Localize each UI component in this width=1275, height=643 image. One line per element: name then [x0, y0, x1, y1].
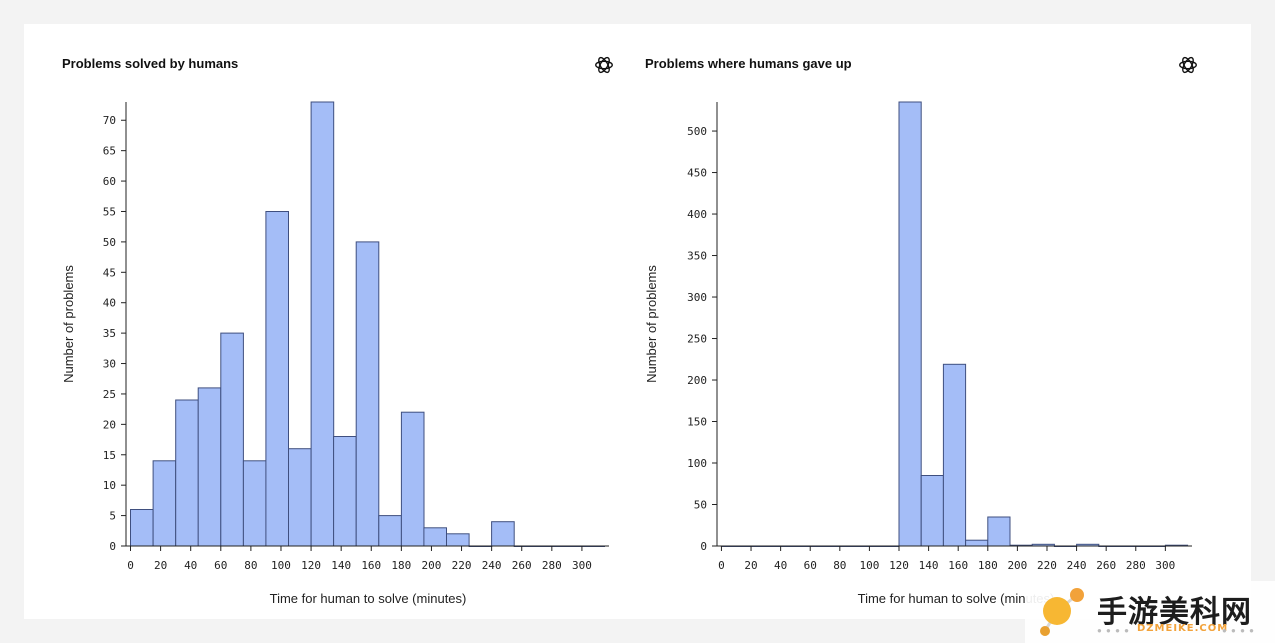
y-tick-label: 400: [687, 208, 707, 221]
histogram-bar: [378, 515, 402, 547]
histogram-bar: [965, 539, 989, 547]
y-tick-label: 5: [109, 510, 116, 523]
watermark-dots-right: ● ● ● ●: [1222, 626, 1255, 635]
histogram-bar: [220, 332, 244, 547]
histogram-bar: [898, 101, 922, 547]
y-tick-label: 25: [103, 388, 116, 401]
watermark-subtext: DZMEIKE.COM: [1137, 623, 1229, 634]
histogram-bar: [333, 436, 357, 547]
x-tick-label: 120: [889, 559, 909, 572]
x-tick-label: 180: [391, 559, 411, 572]
x-tick-label: 0: [127, 559, 134, 572]
x-tick-label: 160: [948, 559, 968, 572]
x-tick-label: 280: [1126, 559, 1146, 572]
watermark: 手游美科网 ● ● ● ● DZMEIKE.COM ● ● ● ●: [1025, 581, 1275, 643]
histogram-bar: [265, 211, 289, 547]
y-tick-label: 15: [103, 449, 116, 462]
x-tick-label: 280: [542, 559, 562, 572]
y-tick-label: 300: [687, 291, 707, 304]
histogram-bar: [920, 475, 944, 547]
x-tick-label: 220: [452, 559, 472, 572]
histogram-bar: [491, 521, 515, 547]
x-tick-label: 300: [1155, 559, 1175, 572]
y-tick-label: 200: [687, 374, 707, 387]
x-tick-label: 80: [244, 559, 257, 572]
watermark-dots-left: ● ● ● ●: [1097, 626, 1130, 635]
x-tick-label: 100: [859, 559, 879, 572]
chart-card: Problems solved by humans Time for human…: [24, 24, 1251, 619]
x-tick-label: 0: [718, 559, 725, 572]
x-axis-label: Time for human to solve (minutes): [270, 591, 467, 606]
x-tick-label: 120: [301, 559, 321, 572]
x-axis-label: Time for human to solve (minutes): [858, 591, 1055, 606]
x-tick-label: 60: [214, 559, 227, 572]
x-tick-label: 20: [154, 559, 167, 572]
x-tick-label: 240: [482, 559, 502, 572]
chart-title: Problems where humans gave up: [645, 56, 852, 71]
y-tick-label: 500: [687, 125, 707, 138]
histogram-bar: [942, 363, 967, 547]
y-tick-label: 55: [103, 205, 116, 218]
openai-logo-icon: [595, 56, 613, 74]
histogram-bar: [423, 527, 447, 547]
x-tick-label: 240: [1067, 559, 1087, 572]
y-tick-label: 10: [103, 479, 116, 492]
x-tick-label: 260: [1096, 559, 1116, 572]
x-tick-label: 60: [804, 559, 817, 572]
y-axis-label: Number of problems: [644, 265, 659, 383]
histogram-bar: [987, 516, 1011, 547]
x-tick-label: 200: [422, 559, 442, 572]
histogram-bar: [130, 509, 154, 547]
histogram-bar: [400, 411, 425, 547]
histogram-bar: [288, 448, 312, 547]
y-tick-label: 0: [700, 540, 707, 553]
y-tick-label: 250: [687, 333, 707, 346]
histogram-bar: [175, 399, 199, 547]
y-tick-label: 30: [103, 358, 116, 371]
y-tick-label: 70: [103, 114, 116, 127]
x-tick-label: 140: [331, 559, 351, 572]
x-tick-label: 300: [572, 559, 592, 572]
histogram-gave-up: Time for human to solve (minutes) Number…: [644, 101, 1192, 606]
y-axis-label: Number of problems: [61, 265, 76, 383]
x-tick-label: 100: [271, 559, 291, 572]
y-tick-label: 100: [687, 457, 707, 470]
openai-logo-icon: [1179, 56, 1197, 74]
chart-title: Problems solved by humans: [62, 56, 239, 71]
histogram-bar: [355, 241, 380, 547]
x-tick-label: 40: [774, 559, 787, 572]
watermark-logo-icon: [1040, 588, 1084, 636]
x-tick-label: 20: [744, 559, 757, 572]
x-tick-label: 260: [512, 559, 532, 572]
x-tick-label: 140: [919, 559, 939, 572]
chart-panel-solved: Problems solved by humans Time for human…: [24, 24, 624, 619]
y-tick-label: 20: [103, 418, 116, 431]
y-tick-label: 450: [687, 167, 707, 180]
y-tick-label: 35: [103, 327, 116, 340]
x-tick-label: 220: [1037, 559, 1057, 572]
y-tick-label: 50: [694, 499, 707, 512]
y-tick-label: 45: [103, 266, 116, 279]
watermark-text: 手游美科网: [1097, 595, 1252, 630]
x-tick-label: 200: [1007, 559, 1027, 572]
y-tick-label: 65: [103, 145, 116, 158]
x-tick-label: 160: [361, 559, 381, 572]
histogram-bar: [242, 460, 267, 547]
x-tick-label: 40: [184, 559, 197, 572]
histogram-bar: [197, 387, 222, 547]
histogram-bar: [310, 101, 335, 547]
y-tick-label: 350: [687, 250, 707, 263]
histogram-bar: [152, 460, 177, 547]
y-tick-label: 60: [103, 175, 116, 188]
x-tick-label: 80: [833, 559, 846, 572]
y-tick-label: 50: [103, 236, 116, 249]
chart-panel-gave-up: Problems where humans gave up Time for h…: [624, 24, 1251, 619]
x-tick-label: 180: [978, 559, 998, 572]
y-tick-label: 0: [109, 540, 116, 553]
histogram-solved: Time for human to solve (minutes) Number…: [61, 101, 609, 606]
y-tick-label: 150: [687, 416, 707, 429]
histogram-bar: [446, 533, 470, 547]
y-tick-label: 40: [103, 297, 116, 310]
